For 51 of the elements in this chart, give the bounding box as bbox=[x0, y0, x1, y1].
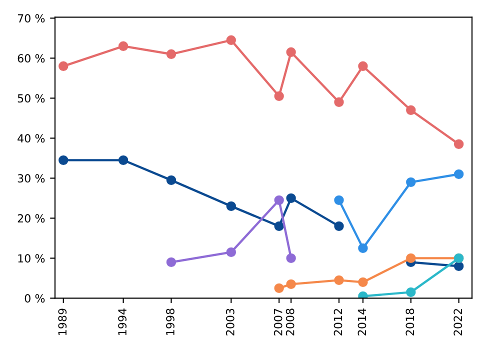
point bbox=[226, 201, 236, 212]
point bbox=[286, 279, 296, 290]
x-tick-label: 2012 bbox=[334, 309, 342, 336]
point bbox=[274, 195, 284, 206]
point bbox=[454, 169, 464, 180]
y-tick-label: 20 % bbox=[18, 214, 45, 223]
x-tick-label: 2008 bbox=[286, 308, 294, 336]
x-tick-label: 1998 bbox=[166, 308, 174, 335]
point bbox=[454, 139, 464, 150]
point bbox=[286, 253, 296, 264]
x-tick-label: 1989 bbox=[58, 308, 67, 335]
y-tick-label: 70 % bbox=[18, 14, 45, 23]
y-tick-label: 0 % bbox=[24, 294, 45, 303]
y-tick-label: 30 % bbox=[18, 174, 45, 183]
point bbox=[286, 193, 296, 204]
point bbox=[358, 277, 368, 288]
point bbox=[274, 91, 284, 102]
point bbox=[274, 221, 284, 232]
point bbox=[58, 61, 68, 72]
point bbox=[406, 105, 416, 116]
point bbox=[118, 155, 128, 166]
point bbox=[358, 61, 368, 72]
point bbox=[406, 177, 416, 188]
point bbox=[406, 287, 416, 298]
point bbox=[166, 49, 176, 60]
point bbox=[358, 291, 368, 298]
y-tick-label: 50 % bbox=[18, 94, 45, 103]
point bbox=[286, 47, 296, 58]
point bbox=[58, 155, 68, 166]
point bbox=[166, 257, 176, 268]
x-tick-label: 2018 bbox=[406, 308, 414, 336]
point bbox=[406, 253, 416, 264]
y-tick-label: 60 % bbox=[18, 54, 45, 63]
x-tick-label: 2022 bbox=[454, 309, 462, 336]
x-tick-label: 2003 bbox=[226, 308, 234, 336]
point bbox=[118, 41, 128, 52]
point bbox=[334, 275, 344, 286]
x-tick-label: 2007 bbox=[274, 308, 282, 336]
point bbox=[454, 261, 464, 272]
y-tick-label: 40 % bbox=[18, 134, 45, 143]
point bbox=[226, 35, 236, 46]
point bbox=[334, 97, 344, 108]
point bbox=[226, 247, 236, 258]
point bbox=[358, 243, 368, 254]
y-tick-label: 10 % bbox=[18, 254, 45, 263]
x-tick-label: 2014 bbox=[358, 308, 366, 336]
x-tick-label: 1994 bbox=[118, 308, 127, 335]
point bbox=[274, 283, 284, 294]
point bbox=[334, 195, 344, 206]
point bbox=[334, 221, 344, 232]
point bbox=[166, 175, 176, 186]
